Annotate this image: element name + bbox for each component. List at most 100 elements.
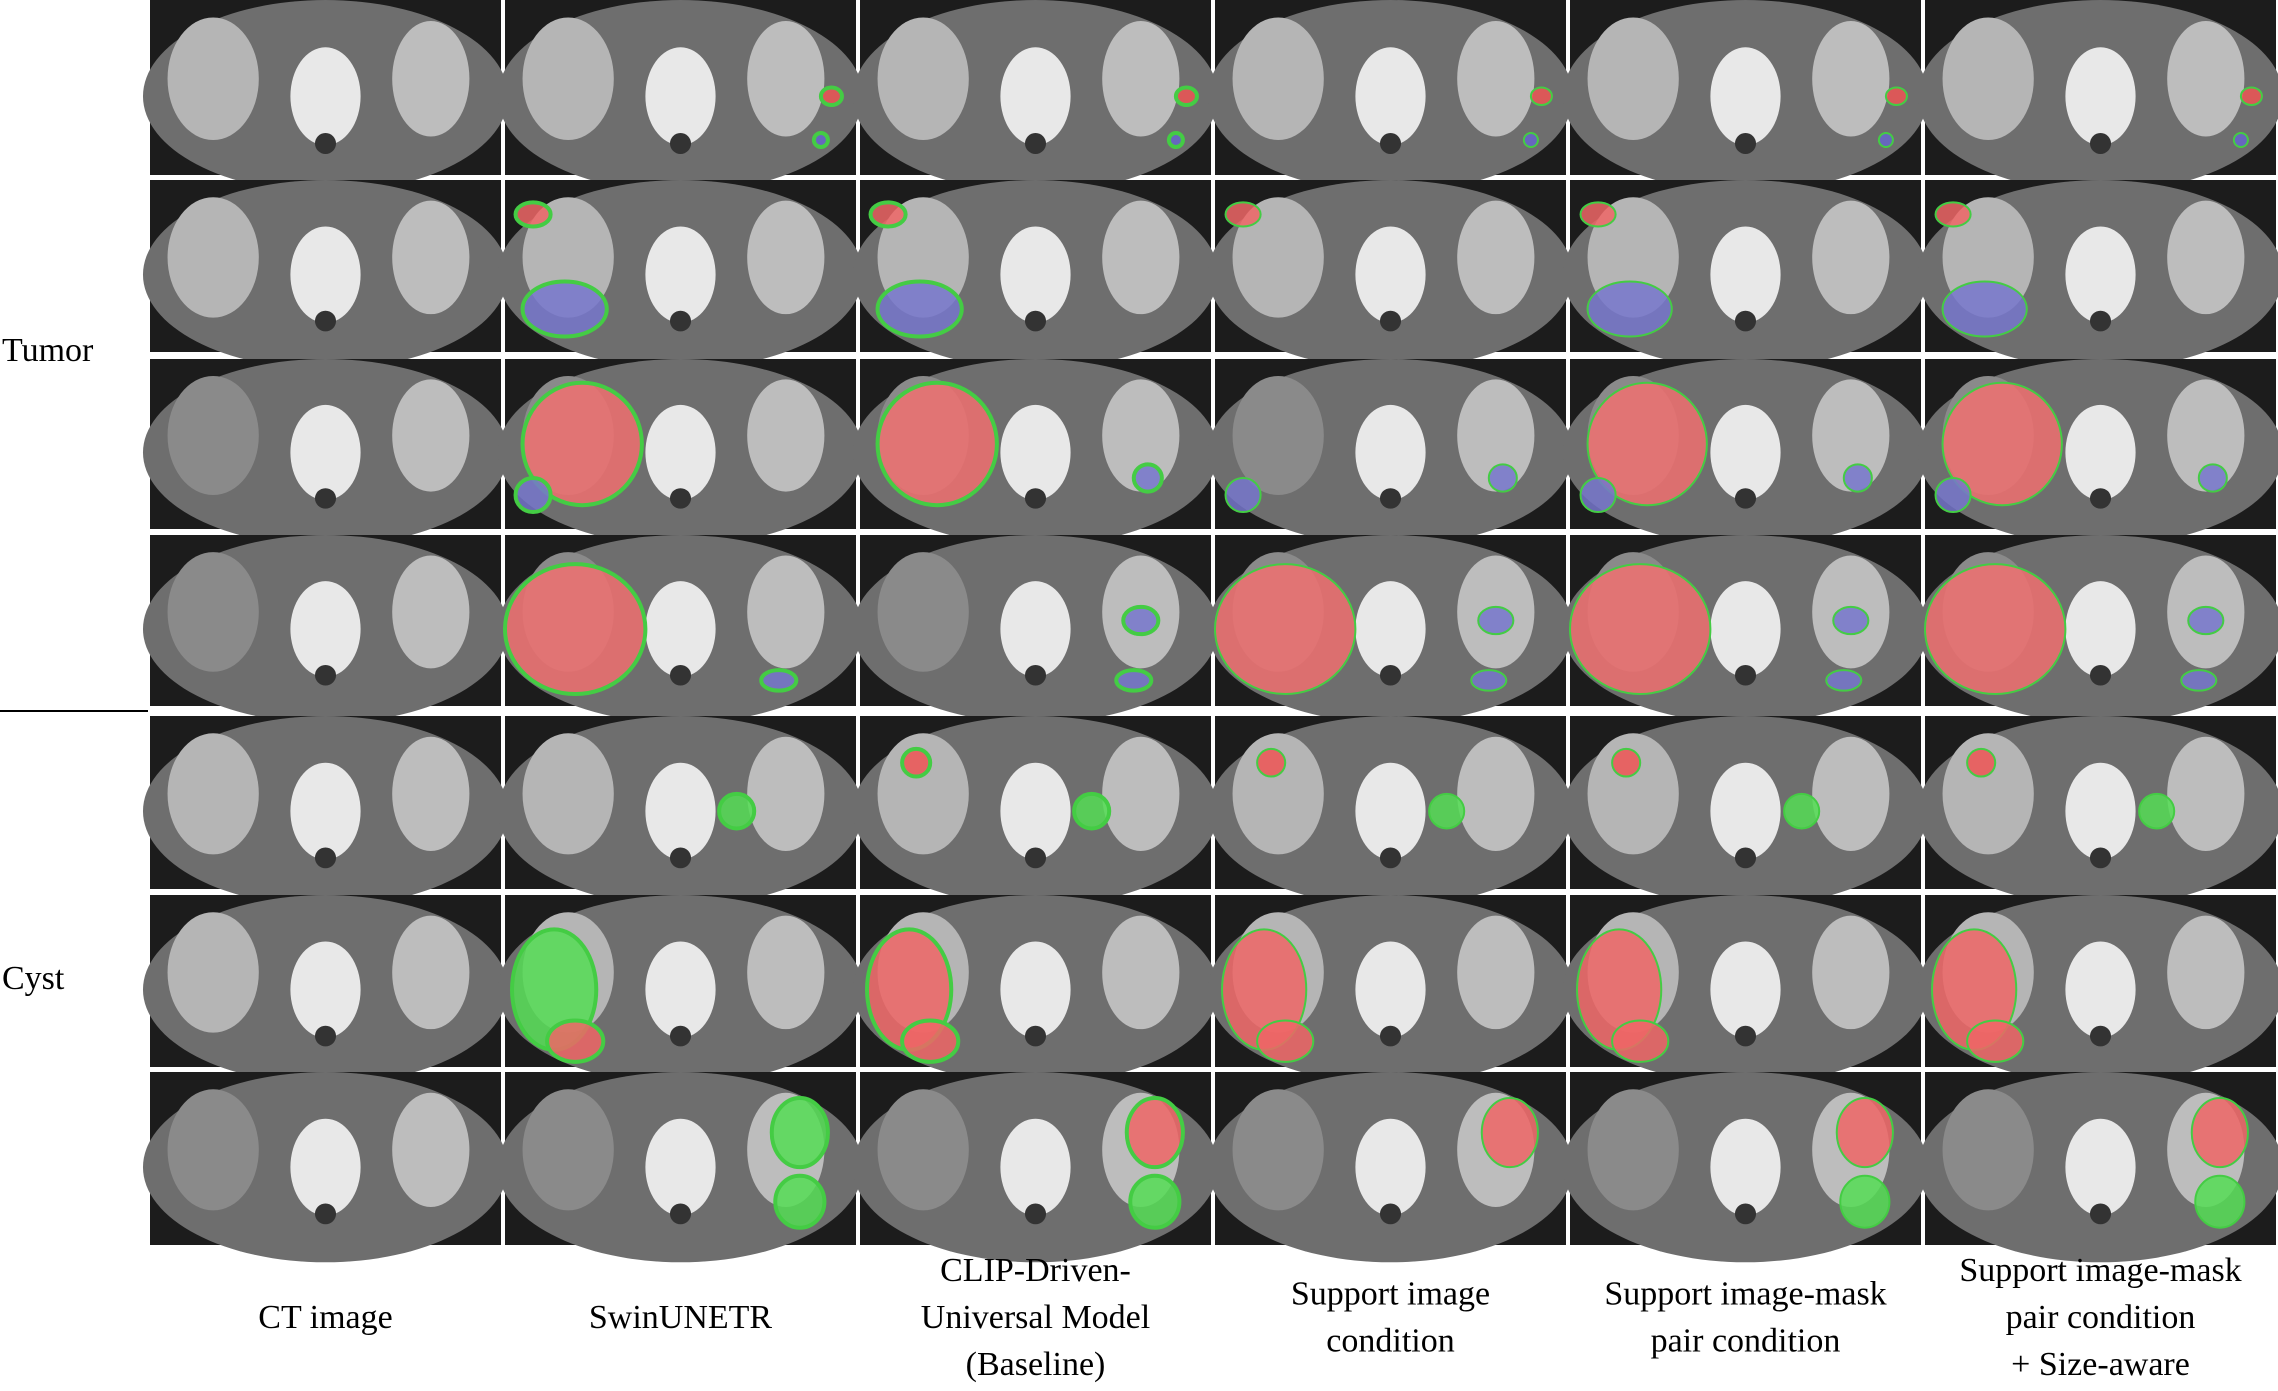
- ct-slice: [497, 180, 864, 370]
- row-label: Cyst: [2, 960, 65, 997]
- segmentation-overlay: [1173, 85, 1199, 107]
- kidney: [392, 555, 470, 669]
- segmentation-overlay: [1121, 604, 1161, 637]
- kidney: [1812, 200, 1890, 315]
- spinal-canal: [669, 133, 692, 154]
- segmentation-overlay: [1477, 605, 1515, 636]
- spinal-canal: [1734, 664, 1757, 686]
- ct-slice: [852, 1072, 1219, 1263]
- vertebra: [2065, 226, 2136, 323]
- kidney: [167, 197, 259, 318]
- segmentation-overlay: [1131, 462, 1164, 494]
- segmentation-overlay: [1224, 477, 1262, 513]
- ct-slice: [142, 716, 509, 907]
- spinal-canal: [669, 1025, 692, 1047]
- spinal-canal: [669, 664, 692, 686]
- vertebra: [1355, 581, 1426, 677]
- vertebra: [1355, 47, 1426, 146]
- ct-slice: [1918, 895, 2278, 1085]
- segmentation-overlay: [1114, 668, 1154, 693]
- segmentation-overlay: [513, 200, 553, 229]
- kidney: [1232, 733, 1324, 855]
- segmentation-overlay: [1480, 1096, 1539, 1169]
- vertebra: [1000, 47, 1071, 146]
- segmentation-overlay: [875, 380, 999, 508]
- ct-slice: [1207, 535, 1574, 724]
- kidney: [747, 915, 825, 1030]
- kidney: [747, 200, 825, 315]
- vertebra: [1710, 226, 1781, 323]
- spinal-canal: [1024, 1025, 1047, 1047]
- kidney: [1587, 17, 1679, 140]
- segmentation-overlay: [1569, 563, 1712, 696]
- ct-slice: [142, 180, 509, 370]
- segmentation-overlay: [1166, 131, 1185, 149]
- segmentation-overlay: [1941, 381, 2063, 507]
- vertebra: [2065, 581, 2136, 677]
- ct-slice: [1207, 1072, 1574, 1263]
- spinal-canal: [2089, 1203, 2112, 1225]
- column-label: pair condition: [2006, 1299, 2196, 1336]
- segmentation-overlay: [900, 1018, 961, 1064]
- segmentation-overlay: [1256, 747, 1287, 778]
- kidney: [1812, 379, 1890, 492]
- ct-slice: [852, 716, 1219, 907]
- vertebra: [1710, 581, 1781, 677]
- ct-slice: [142, 895, 509, 1085]
- spinal-canal: [314, 847, 337, 869]
- vertebra: [290, 404, 361, 501]
- kidney: [747, 21, 825, 137]
- segmentation-overlay: [503, 562, 648, 697]
- segmentation-overlay: [1924, 563, 2067, 696]
- kidney: [392, 1092, 470, 1207]
- spinal-canal: [314, 133, 337, 154]
- kidney: [1232, 197, 1324, 318]
- kidney: [167, 17, 259, 140]
- kidney: [2167, 379, 2245, 492]
- segmentation-overlay: [769, 1095, 830, 1170]
- column-label: Support image-mask: [1959, 1252, 2241, 1289]
- kidney: [1587, 733, 1679, 855]
- segmentation-overlay: [1124, 1095, 1185, 1170]
- segmentation-overlay: [1842, 463, 1873, 493]
- segmentation-overlay: [520, 380, 644, 508]
- kidney: [1102, 379, 1180, 492]
- segmentation-overlay: [2180, 669, 2218, 692]
- ct-slice: [1562, 716, 1929, 907]
- segmentation-overlay: [1586, 381, 1708, 507]
- vertebra: [645, 581, 716, 677]
- ct-slice: [852, 895, 1219, 1085]
- spinal-canal: [314, 1025, 337, 1047]
- vertebra: [290, 581, 361, 677]
- column-label: Universal Model: [921, 1299, 1150, 1336]
- spinal-canal: [1734, 847, 1757, 869]
- segmentation-overlay: [1428, 792, 1466, 830]
- segmentation-overlay: [2187, 605, 2225, 636]
- column-label: Support image: [1291, 1275, 1490, 1312]
- ct-slice: [852, 0, 1219, 193]
- spinal-canal: [1734, 133, 1757, 154]
- segmentation-overlay: [717, 791, 757, 831]
- vertebra: [1000, 581, 1071, 677]
- column-label: SwinUNETR: [589, 1299, 773, 1336]
- vertebra: [1710, 762, 1781, 860]
- spinal-canal: [2089, 664, 2112, 686]
- ct-slice: [142, 0, 509, 193]
- segmentation-overlay: [1783, 792, 1821, 830]
- kidney: [1232, 1089, 1324, 1211]
- ct-slice: [1918, 0, 2278, 193]
- segmentation-overlay: [1470, 669, 1508, 692]
- ct-slice: [1562, 535, 1929, 724]
- spinal-canal: [669, 488, 692, 509]
- ct-slice: [852, 535, 1219, 724]
- vertebra: [645, 1118, 716, 1216]
- ct-slice: [142, 359, 509, 546]
- segmentation-overlay: [2239, 86, 2263, 106]
- vertebra: [2065, 762, 2136, 860]
- segmentation-overlay: [1579, 477, 1617, 513]
- spinal-canal: [314, 664, 337, 686]
- segmentation-overlay: [2197, 463, 2228, 493]
- vertebra: [1000, 1118, 1071, 1216]
- kidney: [1942, 17, 2034, 140]
- ct-slice: [497, 0, 864, 193]
